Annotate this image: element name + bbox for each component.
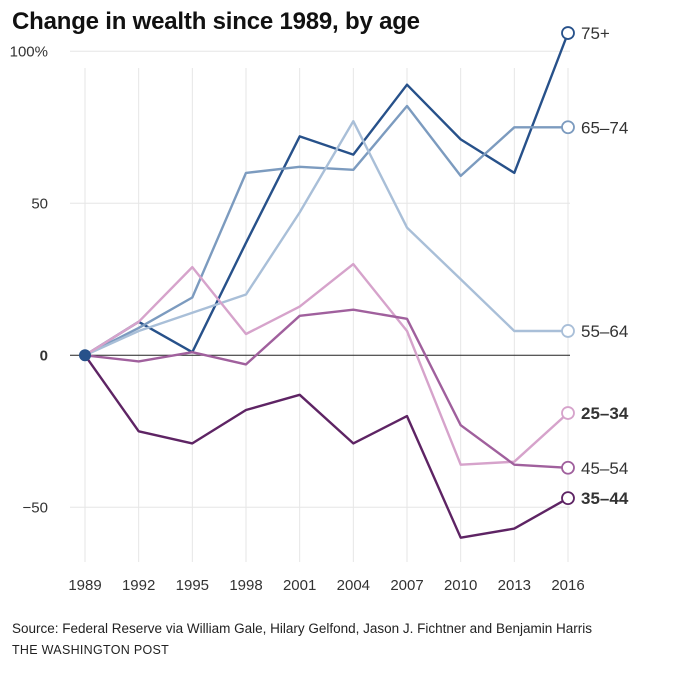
- series-line-2: [83, 119, 570, 357]
- x-tick-label: 2013: [498, 577, 531, 594]
- series-end-marker-1: [561, 120, 575, 135]
- series-markers: [79, 26, 575, 506]
- x-tick-label: 2004: [337, 577, 370, 594]
- y-tick-label: 100%: [10, 43, 48, 60]
- publisher-credit: THE WASHINGTON POST: [12, 643, 170, 657]
- series-label-0: 75+: [581, 24, 610, 43]
- series-labels: 75+ 65–74 55–64 25–34 45–54 35–44: [581, 24, 629, 508]
- series-line-4: [83, 308, 570, 469]
- chart-title: Change in wealth since 1989, by age: [12, 8, 420, 35]
- origin-point-marker: [79, 349, 91, 362]
- y-tick-label: −50: [23, 499, 48, 516]
- series-end-marker-0: [561, 26, 575, 40]
- series-label-5: 35–44: [581, 489, 629, 508]
- series-end-marker-5: [561, 491, 575, 506]
- series-line-3: [83, 262, 570, 466]
- x-tick-label: 2010: [444, 577, 477, 594]
- series-label-2: 55–64: [581, 322, 628, 341]
- series-end-marker-2: [561, 324, 575, 338]
- y-tick-label: 0: [40, 347, 48, 364]
- x-tick-label: 2001: [283, 577, 316, 594]
- series-label-4: 45–54: [581, 459, 628, 478]
- source-note: Source: Federal Reserve via William Gale…: [12, 621, 592, 636]
- axes: 1989 1992 1995 1998 2001 2004 2007 2010 2013 2016…: [10, 43, 585, 594]
- x-tick-label: 1989: [68, 577, 101, 594]
- series-line-5: [83, 354, 570, 539]
- x-tick-label: 1992: [122, 577, 155, 594]
- grid-lines: [70, 50, 570, 562]
- series-end-marker-4: [561, 460, 575, 475]
- y-tick-label: 50: [31, 195, 48, 212]
- series-label-3: 25–34: [581, 404, 629, 423]
- x-tick-label: 2016: [551, 577, 584, 594]
- series-lines: [83, 31, 570, 539]
- x-tick-label: 1998: [229, 577, 262, 594]
- series-line-0: [83, 31, 570, 357]
- x-tick-label: 1995: [176, 577, 209, 594]
- series-end-marker-3: [561, 406, 575, 420]
- x-tick-label: 2007: [390, 577, 423, 594]
- series-label-1: 65–74: [581, 118, 628, 137]
- series-line-1: [83, 104, 570, 357]
